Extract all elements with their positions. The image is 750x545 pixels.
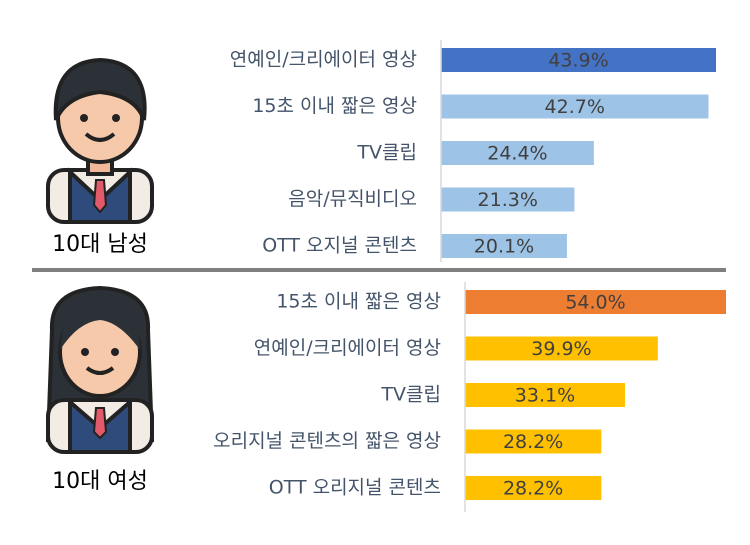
value-label: 21.3% <box>478 189 538 211</box>
bar <box>441 94 709 119</box>
group-label: 10대 여성 <box>52 469 148 494</box>
category-label: 음악/뮤직비디오 <box>288 188 417 210</box>
male-icon <box>46 57 154 224</box>
value-label: 24.4% <box>487 143 547 165</box>
bar <box>441 234 567 258</box>
category-label: TV클립 <box>356 142 417 164</box>
value-label: 20.1% <box>474 236 534 258</box>
group-label: 10대 남성 <box>52 232 148 257</box>
value-label: 43.9% <box>548 50 608 72</box>
category-label: 연예인/크리에이터 영상 <box>254 337 441 359</box>
category-label: OTT 오리지널 콘텐츠 <box>269 477 441 499</box>
value-label: 28.2% <box>503 478 563 500</box>
category-label: 오리지널 콘텐츠의 짧은 영상 <box>213 430 441 452</box>
bar <box>465 429 602 454</box>
category-label: TV클립 <box>380 384 441 406</box>
bar <box>465 383 625 407</box>
bar <box>441 48 716 72</box>
bar <box>441 187 575 212</box>
category-label: 15초 이내 짧은 영상 <box>276 291 441 313</box>
bar <box>465 476 602 500</box>
value-label: 54.0% <box>565 292 625 314</box>
category-label: 연예인/크리에이터 영상 <box>230 49 417 71</box>
bar <box>465 290 726 314</box>
bar <box>441 141 594 165</box>
value-label: 28.2% <box>503 431 563 453</box>
value-label: 39.9% <box>531 338 591 360</box>
bar <box>465 336 658 361</box>
value-label: 33.1% <box>515 385 575 407</box>
category-label: 15초 이내 짧은 영상 <box>252 95 417 117</box>
category-label: OTT 오지널 콘텐츠 <box>262 235 417 257</box>
value-label: 42.7% <box>545 96 605 118</box>
female-icon <box>45 285 155 454</box>
